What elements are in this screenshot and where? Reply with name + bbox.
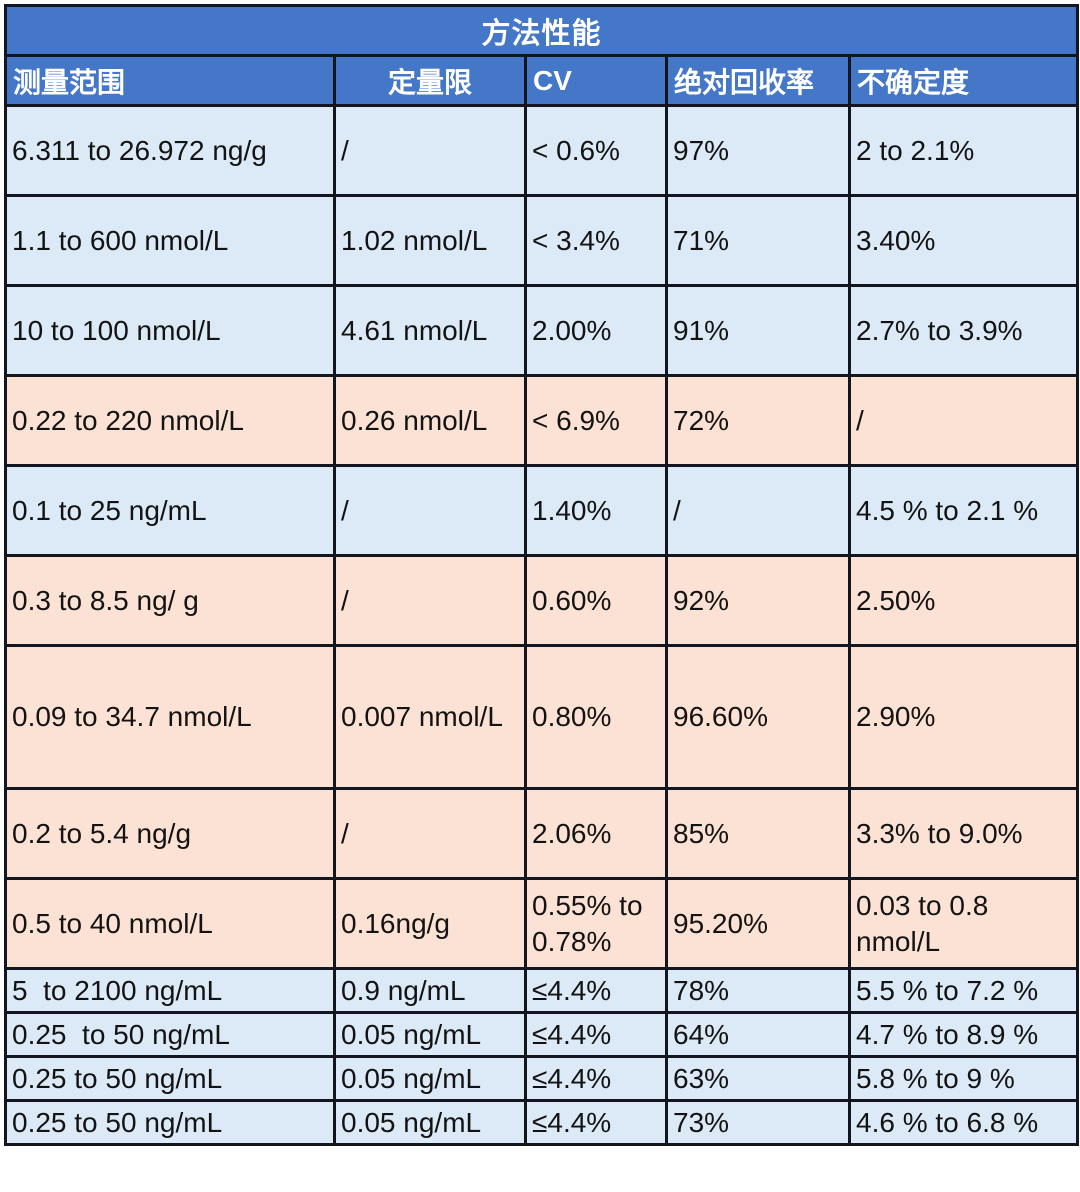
table-cell: 4.6 % to 6.8 %	[847, 1099, 1080, 1146]
table-cell: 1.1 to 600 nmol/L	[4, 194, 336, 287]
table-cell: 95.20%	[665, 877, 851, 970]
method-performance-table: 方法性能 测量范围 定量限 CV 绝对回收率 不确定度 6.311 to 26.972 …	[3, 4, 1080, 1146]
column-header: 不确定度	[847, 54, 1080, 107]
table-row: 1.1 to 600 nmol/L 1.02 nmol/L < 3.4% 71% 3.4…	[4, 194, 1080, 287]
table-row: 0.25 to 50 ng/mL 0.05 ng/mL ≤4.4% 73% 4.6 % …	[4, 1099, 1080, 1146]
table-row: 5 to 2100 ng/mL 0.9 ng/mL ≤4.4% 78% 5.5 % to…	[4, 967, 1080, 1014]
table-cell: 0.05 ng/mL	[333, 1055, 527, 1102]
table-cell: 6.311 to 26.972 ng/g	[4, 104, 336, 197]
table-cell: 0.26 nmol/L	[333, 374, 527, 467]
table-cell: 0.09 to 34.7 nmol/L	[4, 644, 336, 790]
table-row: 0.2 to 5.4 ng/g/2.06% 85% 3.3% to 9.0%	[4, 787, 1080, 880]
column-header: 定量限	[333, 54, 527, 107]
table-row: 0.09 to 34.7 nmol/L 0.007 nmol/L 0.80% 96.6…	[4, 644, 1080, 790]
table-cell: 1.02 nmol/L	[333, 194, 527, 287]
table-row: 6.311 to 26.972 ng/g / < 0.6% 97% 2 to 2.1%	[4, 104, 1080, 197]
table-cell: 0.80%	[524, 644, 668, 790]
table-cell: 78%	[665, 967, 851, 1014]
table-cell: 0.16ng/g	[333, 877, 527, 970]
table-cell: 71%	[665, 194, 851, 287]
table-cell: 0.5 to 40 nmol/L	[4, 877, 336, 970]
column-header: 测量范围	[4, 54, 336, 107]
table-cell: 0.03 to 0.8 nmol/L	[847, 877, 1080, 970]
table-cell: /	[333, 464, 527, 557]
table-cell: 2 to 2.1%	[847, 104, 1080, 197]
table-cell: 0.007 nmol/L	[333, 644, 527, 790]
table-cell: 2.7% to 3.9%	[847, 284, 1080, 377]
table-row: 0.22 to 220 nmol/L 0.26 nmol/L < 6.9% 72% /	[4, 374, 1080, 467]
table-cell: ≤4.4%	[524, 967, 668, 1014]
table-row: 0.3 to 8.5 ng/ g/0.60% 92% 2.50%	[4, 554, 1080, 647]
table-cell: 0.25 to 50 ng/mL	[4, 1055, 336, 1102]
table-cell: 72%	[665, 374, 851, 467]
table-row: 0.1 to 25 ng/mL/1.40%/4.5 % to 2.1 %	[4, 464, 1080, 557]
table-cell: /	[333, 787, 527, 880]
table-cell: 2.06%	[524, 787, 668, 880]
table-cell: < 6.9%	[524, 374, 668, 467]
table-cell: /	[333, 554, 527, 647]
table-cell: 0.9 ng/mL	[333, 967, 527, 1014]
table-cell: < 0.6%	[524, 104, 668, 197]
table-cell: 3.3% to 9.0%	[847, 787, 1080, 880]
table-cell: ≤4.4%	[524, 1055, 668, 1102]
table-cell: 85%	[665, 787, 851, 880]
table-cell: ≤4.4%	[524, 1011, 668, 1058]
table-cell: 0.25 to 50 ng/mL	[4, 1011, 336, 1058]
table-cell: 4.5 % to 2.1 %	[847, 464, 1080, 557]
table-cell: 10 to 100 nmol/L	[4, 284, 336, 377]
table-cell: 0.3 to 8.5 ng/ g	[4, 554, 336, 647]
table-cell: 64%	[665, 1011, 851, 1058]
table-cell: ≤4.4%	[524, 1099, 668, 1146]
table-cell: 5.8 % to 9 %	[847, 1055, 1080, 1102]
table-row: 0.25 to 50 ng/mL 0.05 ng/mL ≤4.4% 64% 4.7 % …	[4, 1011, 1080, 1058]
table-cell: 96.60%	[665, 644, 851, 790]
table-cell: 0.05 ng/mL	[333, 1099, 527, 1146]
table-cell: 2.00%	[524, 284, 668, 377]
table-row: 0.5 to 40 nmol/L 0.16ng/g 0.55% to 0.78% 95…	[4, 877, 1080, 970]
table-cell: 0.60%	[524, 554, 668, 647]
table-cell: 5.5 % to 7.2 %	[847, 967, 1080, 1014]
table-row: 0.25 to 50 ng/mL 0.05 ng/mL ≤4.4% 63% 5.8 % …	[4, 1055, 1080, 1102]
table-cell: /	[847, 374, 1080, 467]
table-header-row: 测量范围 定量限 CV 绝对回收率 不确定度	[4, 54, 1080, 107]
table-title-row: 方法性能	[3, 4, 1080, 57]
column-header: 绝对回收率	[665, 54, 851, 107]
table-cell: 0.25 to 50 ng/mL	[4, 1099, 336, 1146]
table-cell: 4.61 nmol/L	[333, 284, 527, 377]
table-cell: < 3.4%	[524, 194, 668, 287]
table-cell: 1.40%	[524, 464, 668, 557]
table-cell: 2.50%	[847, 554, 1080, 647]
table-cell: 0.1 to 25 ng/mL	[4, 464, 336, 557]
table-cell: 63%	[665, 1055, 851, 1102]
table-cell: /	[333, 104, 527, 197]
table-cell: 73%	[665, 1099, 851, 1146]
table-cell: 0.55% to 0.78%	[524, 877, 668, 970]
table-cell: 5 to 2100 ng/mL	[4, 967, 336, 1014]
table-cell: 92%	[665, 554, 851, 647]
table-cell: 2.90%	[847, 644, 1080, 790]
table-cell: 4.7 % to 8.9 %	[847, 1011, 1080, 1058]
table-title: 方法性能	[3, 4, 1080, 57]
column-header: CV	[524, 54, 668, 107]
table-cell: 0.2 to 5.4 ng/g	[4, 787, 336, 880]
table-cell: /	[665, 464, 851, 557]
table-cell: 91%	[665, 284, 851, 377]
table-cell: 3.40%	[847, 194, 1080, 287]
table-row: 10 to 100 nmol/L 4.61 nmol/L 2.00% 91% 2.7% …	[4, 284, 1080, 377]
table-cell: 0.22 to 220 nmol/L	[4, 374, 336, 467]
table-cell: 97%	[665, 104, 851, 197]
table-cell: 0.05 ng/mL	[333, 1011, 527, 1058]
